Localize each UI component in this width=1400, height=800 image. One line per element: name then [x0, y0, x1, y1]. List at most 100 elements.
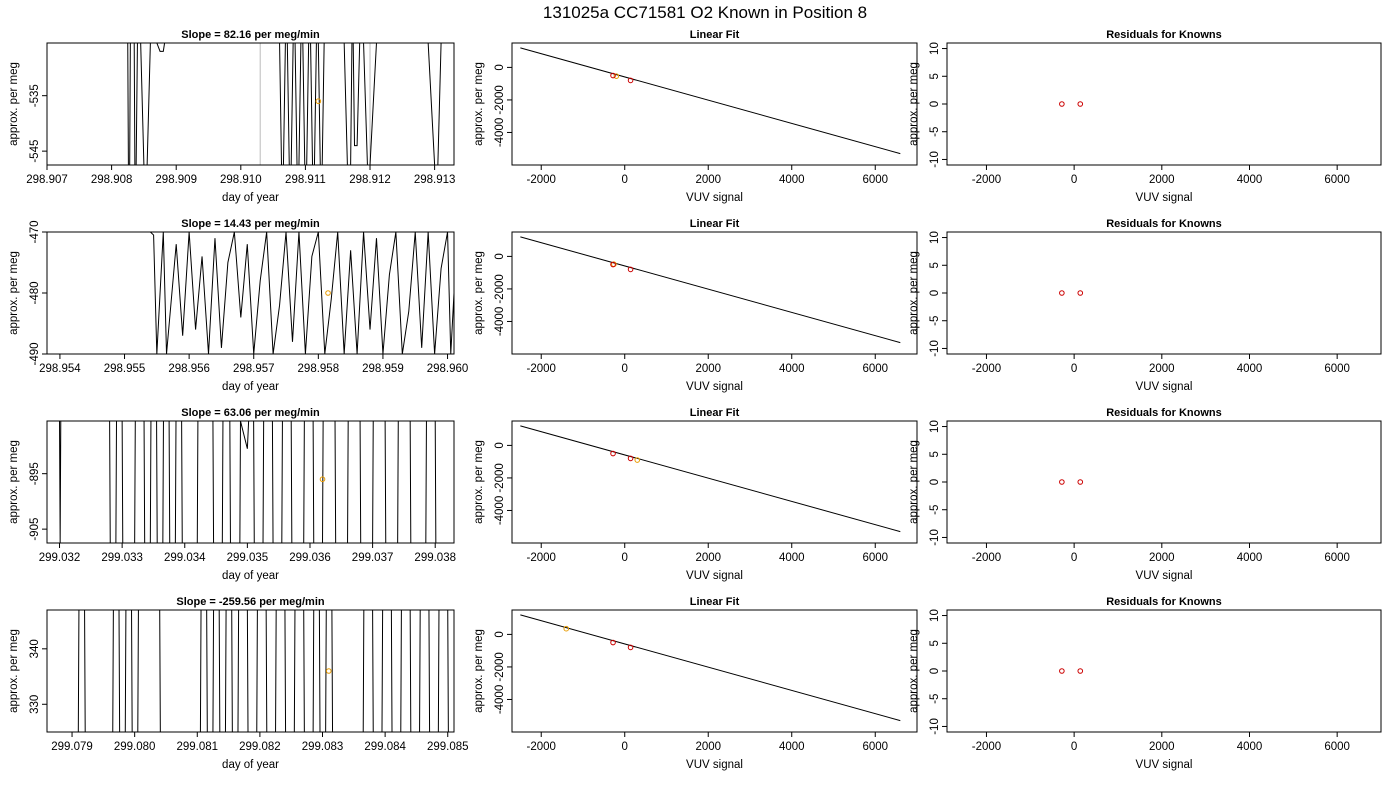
y-tick-label: -4000 — [494, 496, 506, 525]
x-tick-label: -2000 — [972, 363, 1001, 375]
panel-scatter: Residuals for Knowns -2000 0 2000 4000 6000 10… — [908, 407, 1382, 582]
x-tick-label: 298.907 — [26, 174, 68, 186]
residual-point — [610, 639, 616, 646]
plot-area — [1059, 668, 1084, 674]
y-tick-label: 10 — [929, 420, 941, 433]
x-tick-label: -2000 — [972, 741, 1001, 753]
residual-point — [1059, 290, 1065, 296]
x-tick-label: 298.955 — [104, 363, 146, 375]
y-tick-label: -490 — [29, 342, 41, 365]
x-tick-label: 298.960 — [427, 363, 469, 375]
plot-area — [59, 421, 441, 543]
y-tick-label: -2000 — [494, 652, 506, 681]
y-tick-label: -5 — [929, 694, 941, 704]
x-tick-label: 2000 — [1149, 741, 1175, 753]
x-axis-label: VUV signal — [1136, 759, 1193, 771]
y-axis-label: approx. per meg — [908, 629, 920, 713]
y-tick-label: -5 — [929, 316, 941, 326]
y-tick-label: -545 — [29, 140, 41, 163]
plot-area — [1059, 101, 1084, 107]
x-tick-label: 6000 — [1324, 741, 1350, 753]
panel-scatter: Residuals for Knowns -2000 0 2000 4000 6000 10… — [908, 218, 1382, 393]
y-tick-label: 5 — [929, 73, 941, 79]
series-line — [127, 43, 448, 165]
panel-title: Linear Fit — [690, 218, 740, 230]
plot-frame — [46, 420, 455, 544]
x-tick-label: 2000 — [695, 741, 721, 753]
plot-frame — [946, 609, 1382, 733]
x-tick-label: 0 — [1071, 174, 1077, 186]
residual-point — [1059, 479, 1065, 485]
plot-area — [520, 236, 901, 344]
y-tick-label: -4000 — [494, 118, 506, 147]
panel-line: Slope = 63.06 per meg/min 299.032 299.033 2… — [8, 407, 456, 582]
plot-frame — [946, 420, 1382, 544]
plot-area — [520, 614, 901, 722]
residual-point — [610, 72, 616, 79]
y-axis-label: approx. per meg — [8, 629, 20, 713]
y-axis-label: approx. per meg — [908, 440, 920, 524]
y-tick-label: 0 — [929, 668, 941, 674]
x-tick-label: 2000 — [695, 363, 721, 375]
x-tick-label: 299.079 — [51, 741, 93, 753]
residual-point — [610, 261, 616, 268]
x-tick-label: 4000 — [779, 741, 805, 753]
y-tick-label: -10 — [929, 340, 941, 357]
residual-point — [1077, 668, 1084, 674]
x-tick-label: 4000 — [1237, 552, 1263, 564]
x-tick-label: 6000 — [1324, 552, 1350, 564]
plot-area — [1059, 290, 1084, 296]
x-tick-label: 299.036 — [289, 552, 331, 564]
y-tick-label: 0 — [929, 101, 941, 107]
y-axis-label: approx. per meg — [473, 251, 485, 335]
panel-title: Linear Fit — [690, 29, 740, 41]
y-tick-label: -10 — [929, 718, 941, 735]
x-tick-label: 4000 — [1237, 741, 1263, 753]
y-tick-label: -2000 — [494, 463, 506, 492]
y-tick-label: -905 — [29, 518, 41, 541]
plot-frame — [46, 42, 455, 166]
panel-title: Slope = -259.56 per meg/min — [176, 596, 325, 608]
y-tick-label: -480 — [29, 281, 41, 304]
y-tick-label: -535 — [29, 84, 41, 107]
x-tick-label: 4000 — [779, 363, 805, 375]
fit-line — [520, 236, 901, 344]
panel-scatter: Residuals for Knowns -2000 0 2000 4000 6000 10… — [908, 29, 1382, 204]
panel-scatter: Linear Fit -2000 0 2000 4000 6000 0 -2000 -4000 V… — [473, 29, 918, 204]
x-tick-label: 298.954 — [39, 363, 81, 375]
x-tick-label: 4000 — [1237, 363, 1263, 375]
known-point — [315, 98, 322, 105]
x-tick-label: -2000 — [527, 174, 556, 186]
plot-frame — [946, 42, 1382, 166]
x-tick-label: 299.032 — [39, 552, 81, 564]
panel-scatter: Linear Fit -2000 0 2000 4000 6000 0 -2000 -4000 V… — [473, 218, 918, 393]
y-tick-label: -5 — [929, 505, 941, 515]
x-tick-label: 2000 — [1149, 363, 1175, 375]
x-axis-label: day of year — [222, 759, 279, 771]
y-tick-label: -2000 — [494, 274, 506, 303]
y-tick-label: 5 — [929, 640, 941, 646]
known-point — [563, 625, 570, 632]
residual-point — [1059, 101, 1065, 107]
y-axis-label: approx. per meg — [908, 251, 920, 335]
x-axis-label: VUV signal — [1136, 570, 1193, 582]
residual-point — [627, 455, 634, 462]
x-axis-label: VUV signal — [686, 381, 743, 393]
x-tick-label: 299.081 — [176, 741, 218, 753]
panel-title: Linear Fit — [690, 596, 740, 608]
x-tick-label: 6000 — [1324, 363, 1350, 375]
x-tick-label: 298.908 — [91, 174, 133, 186]
known-point — [634, 457, 641, 463]
x-tick-label: -2000 — [972, 552, 1001, 564]
y-axis-label: approx. per meg — [8, 440, 20, 524]
page-title: 131025a CC71581 O2 Known in Position 8 — [543, 3, 867, 22]
y-tick-label: 0 — [494, 64, 506, 70]
y-axis-label: approx. per meg — [473, 629, 485, 713]
x-tick-label: 298.912 — [349, 174, 391, 186]
x-axis-label: VUV signal — [1136, 381, 1193, 393]
x-tick-label: 298.913 — [414, 174, 456, 186]
x-axis-label: VUV signal — [686, 192, 743, 204]
series-line — [77, 610, 449, 732]
x-tick-label: 0 — [1071, 552, 1077, 564]
y-tick-label: -4000 — [494, 307, 506, 336]
